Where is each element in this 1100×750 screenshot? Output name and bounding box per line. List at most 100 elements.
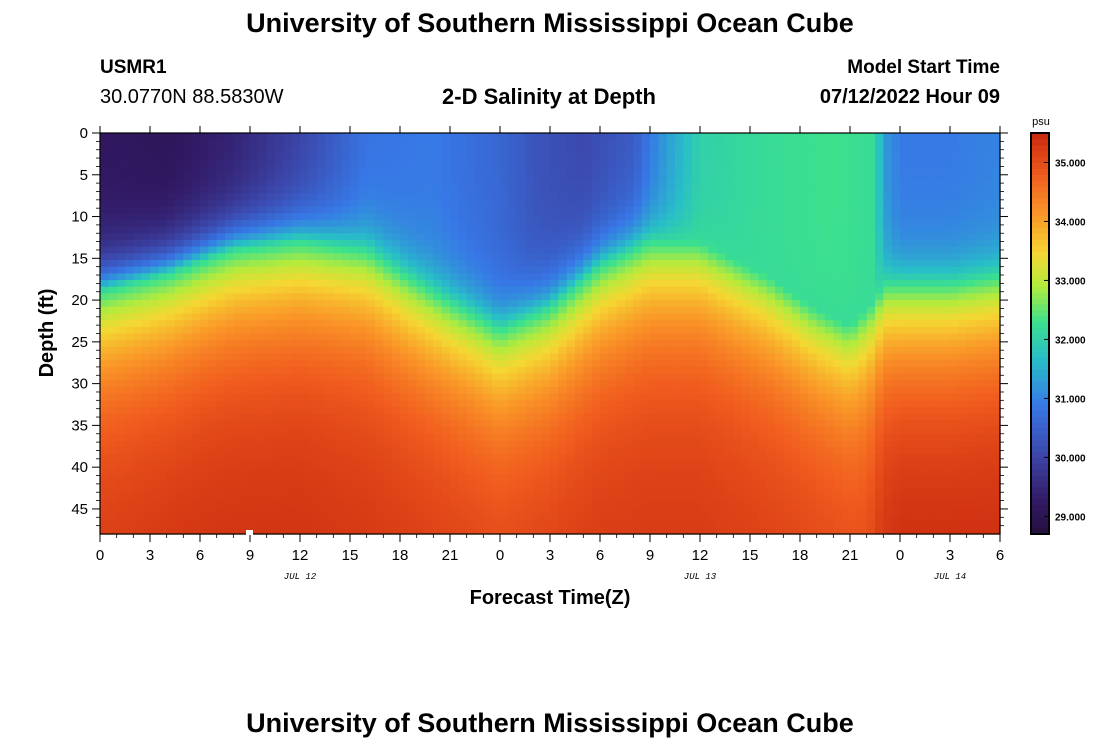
heatmap-cell [508, 246, 518, 254]
heatmap-cell [225, 407, 234, 415]
heatmap-cell [675, 320, 684, 328]
heatmap-cell [741, 480, 751, 488]
heatmap-cell [491, 493, 501, 502]
heatmap-cell [658, 507, 668, 515]
heatmap-cell [783, 233, 793, 241]
heatmap-cell [608, 353, 618, 361]
heatmap-cell [791, 159, 801, 168]
heatmap-cell [575, 306, 584, 315]
heatmap-cell [725, 400, 734, 408]
heatmap-cell [108, 447, 118, 455]
heatmap-cell [308, 400, 318, 408]
heatmap-cell [141, 386, 151, 395]
heatmap-cell [216, 300, 226, 308]
heatmap-cell [133, 400, 143, 408]
heatmap-cell [325, 346, 334, 355]
heatmap-cell [658, 407, 668, 415]
heatmap-cell [225, 500, 234, 508]
heatmap-cell [750, 480, 759, 488]
heatmap-cell [250, 487, 259, 495]
heatmap-cell [758, 199, 768, 208]
heatmap-cell [433, 139, 443, 147]
heatmap-cell [416, 353, 426, 361]
heatmap-cell [308, 366, 318, 375]
heatmap-cell [108, 500, 118, 508]
heatmap-cell [575, 133, 584, 141]
heatmap-cell [525, 213, 534, 221]
heatmap-cell [166, 393, 176, 401]
heatmap-cell [141, 393, 151, 401]
heatmap-cell [500, 460, 509, 468]
heatmap-cell [758, 259, 768, 268]
heatmap-cell [525, 133, 534, 141]
heatmap-cell [441, 326, 451, 335]
heatmap-cell [666, 326, 676, 335]
heatmap-cell [241, 219, 251, 228]
heatmap-cell [408, 333, 418, 341]
heatmap-cell [308, 447, 318, 455]
heatmap-cell [583, 487, 593, 495]
heatmap-cell [533, 133, 543, 141]
heatmap-cell [525, 300, 534, 308]
heatmap-cell [566, 407, 576, 415]
heatmap-cell [441, 420, 451, 428]
heatmap-cell [416, 179, 426, 188]
heatmap-cell [216, 480, 226, 488]
heatmap-cell [125, 400, 134, 408]
heatmap-cell [583, 179, 593, 188]
heatmap-cell [575, 440, 584, 448]
heatmap-cell [400, 186, 409, 194]
heatmap-cell [116, 527, 126, 535]
heatmap-cell [708, 239, 718, 248]
heatmap-cell [300, 420, 309, 428]
heatmap-cell [108, 373, 118, 381]
heatmap-cell [358, 253, 368, 261]
heatmap-cell [116, 133, 126, 141]
heatmap-cell [433, 239, 443, 248]
heatmap-cell [625, 173, 634, 181]
heatmap-cell [600, 133, 609, 141]
heatmap-cell [266, 360, 276, 368]
heatmap-cell [391, 366, 401, 375]
heatmap-cell [433, 280, 443, 288]
heatmap-cell [350, 246, 359, 254]
heatmap-cell [550, 159, 559, 168]
heatmap-cell [733, 527, 743, 535]
heatmap-cell [208, 320, 218, 328]
heatmap-cell [450, 366, 459, 375]
heatmap-cell [516, 159, 526, 168]
heatmap-cell [300, 373, 309, 381]
heatmap-cell [108, 493, 118, 502]
heatmap-cell [466, 513, 476, 522]
heatmap-cell [241, 173, 251, 181]
heatmap-cell [666, 273, 676, 281]
heatmap-cell [308, 340, 318, 348]
heatmap-cell [125, 179, 134, 188]
heatmap-cell [483, 480, 493, 488]
heatmap-cell [258, 427, 268, 435]
heatmap-cell [316, 467, 326, 475]
heatmap-cell [741, 467, 751, 475]
heatmap-cell [158, 179, 168, 188]
heatmap-cell [608, 286, 618, 294]
heatmap-cell [266, 259, 276, 268]
heatmap-cell [316, 133, 326, 141]
heatmap-cell [250, 340, 259, 348]
heatmap-cell [441, 253, 451, 261]
heatmap-cell [275, 473, 284, 482]
heatmap-cell [383, 206, 393, 214]
heatmap-cell [283, 473, 293, 482]
model-start-label: Model Start Time [847, 57, 1000, 78]
heatmap-cell [425, 400, 434, 408]
heatmap-cell [750, 493, 759, 502]
heatmap-cell [450, 219, 459, 228]
heatmap-cell [333, 353, 343, 361]
heatmap-cell [750, 467, 759, 475]
heatmap-cell [316, 266, 326, 274]
heatmap-cell [766, 159, 776, 168]
heatmap-cell [350, 440, 359, 448]
heatmap-cell [100, 153, 109, 161]
heatmap-cell [541, 500, 551, 508]
heatmap-cell [483, 219, 493, 228]
heatmap-cell [533, 193, 543, 201]
